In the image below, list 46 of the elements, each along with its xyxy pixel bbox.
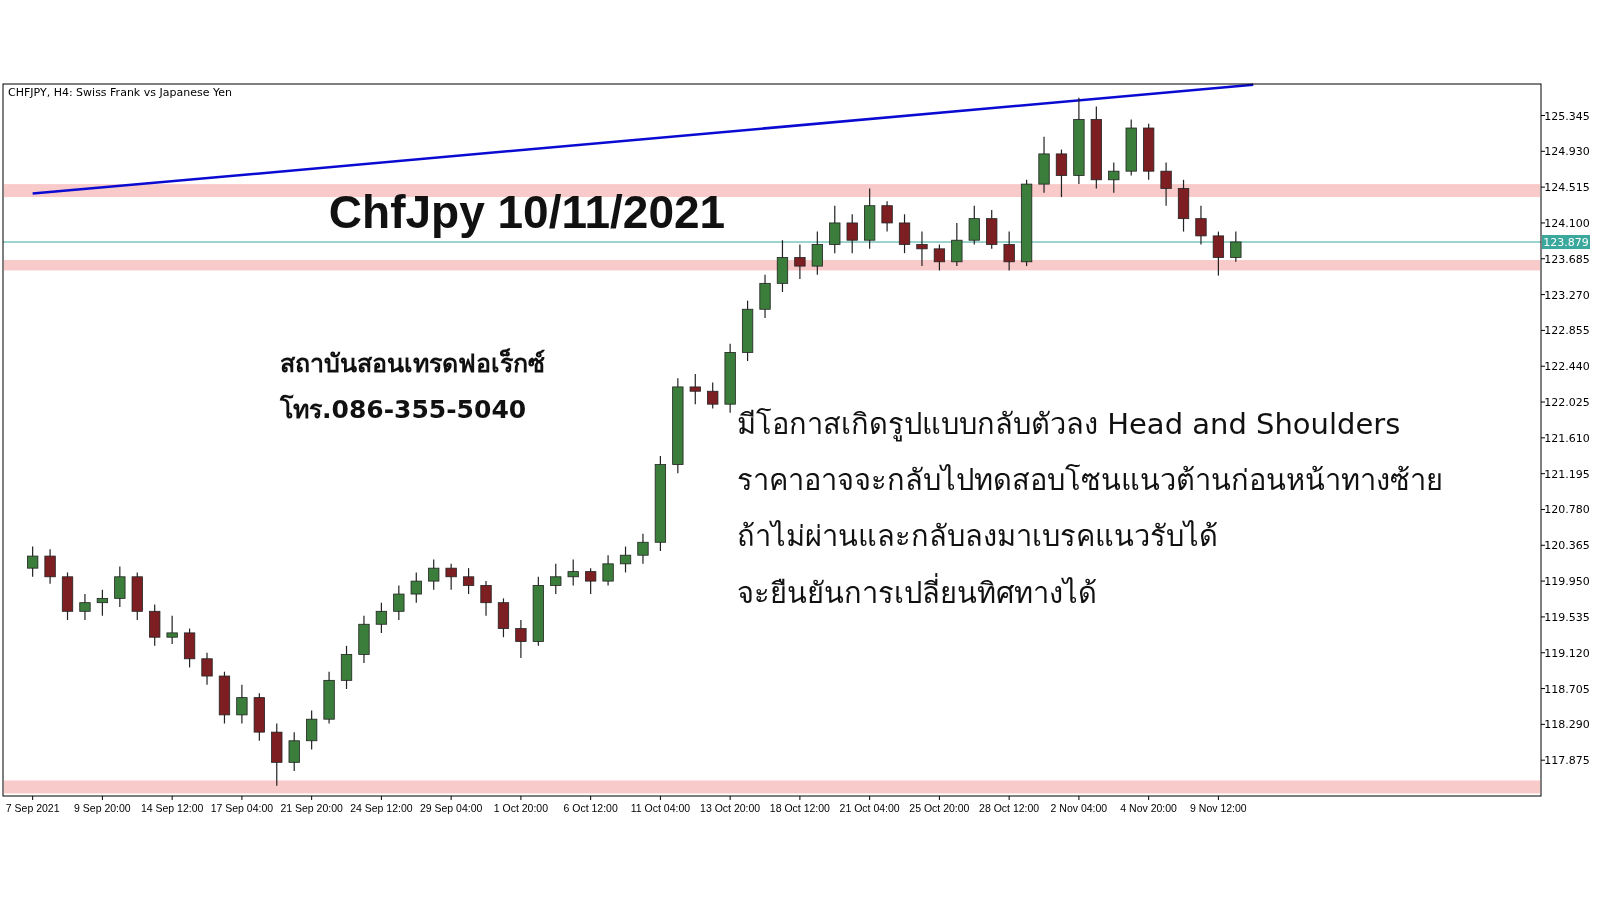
y-tick-label: 125.345 (1544, 109, 1590, 123)
y-tick-label: 122.855 (1544, 324, 1590, 338)
y-tick-label: 120.365 (1544, 539, 1590, 553)
annotation: ถ้าไม่ผ่านและกลับลงมาเบรคแนวรับได้ (737, 519, 1218, 553)
annotation: สถาบันสอนเทรดฟอเร็กซ์ (280, 348, 545, 378)
x-tick-label: 18 Oct 12:00 (769, 802, 831, 814)
ref-line-label: 123.879 (1543, 236, 1589, 250)
x-tick-label: 25 Oct 20:00 (909, 802, 970, 814)
x-tick-label: 11 Oct 04:00 (630, 802, 691, 814)
chart-subtitle: CHFJPY, H4: Swiss Frank vs Japanese Yen (8, 86, 232, 99)
y-tick-label: 121.610 (1544, 431, 1590, 445)
annotation: ราคาอาจจะกลับไปทดสอบโซนแนวต้านก่อนหน้าทางซ้าย (737, 463, 1443, 497)
x-tick-label: 6 Oct 12:00 (563, 802, 618, 814)
annotation: มีโอกาสเกิดรูปแบบกลับตัวลง Head and Shoulders (737, 407, 1401, 442)
x-tick-label: 14 Sep 12:00 (140, 802, 204, 814)
x-tick-label: 24 Sep 12:00 (350, 802, 413, 814)
x-tick-label: 4 Nov 20:00 (1120, 802, 1178, 814)
y-tick-label: 119.120 (1544, 646, 1590, 660)
x-tick-label: 29 Sep 04:00 (419, 802, 483, 814)
y-tick-label: 119.535 (1544, 610, 1590, 624)
x-tick-label: 9 Nov 12:00 (1190, 802, 1247, 814)
y-tick-label: 118.290 (1544, 718, 1590, 732)
x-tick-label: 7 Sep 2021 (5, 802, 60, 814)
y-tick-label: 117.875 (1544, 754, 1590, 768)
y-tick-label: 124.930 (1544, 145, 1590, 159)
x-tick-label: 21 Sep 20:00 (280, 802, 344, 814)
annotation: จะยืนยันการเปลี่ยนทิศทางได้ (737, 573, 1097, 610)
x-tick-label: 1 Oct 20:00 (493, 802, 549, 814)
y-tick-label: 121.195 (1544, 467, 1590, 481)
text: ChfJpy 10/11/2021 (328, 186, 726, 238)
y-tick-label: 122.440 (1544, 360, 1590, 374)
x-tick-label: 9 Sep 20:00 (74, 802, 131, 814)
y-tick-label: 123.270 (1544, 288, 1590, 302)
y-tick-label: 118.705 (1544, 682, 1590, 696)
y-tick-label: 124.515 (1544, 181, 1590, 195)
x-tick-label: 2 Nov 04:00 (1050, 802, 1108, 814)
x-tick-label: 28 Oct 12:00 (979, 802, 1040, 814)
x-tick-label: 21 Oct 04:00 (839, 802, 900, 814)
y-tick-label: 119.950 (1544, 575, 1590, 589)
x-tick-label: 13 Oct 20:00 (700, 802, 761, 814)
x-tick-label: 17 Sep 04:00 (210, 802, 274, 814)
y-tick-label: 120.780 (1544, 503, 1590, 517)
y-tick-label: 124.100 (1544, 216, 1590, 230)
y-tick-label: 123.685 (1544, 252, 1590, 266)
annotation: โทร.086-355-5040 (279, 394, 527, 424)
y-tick-label: 122.025 (1544, 396, 1590, 410)
